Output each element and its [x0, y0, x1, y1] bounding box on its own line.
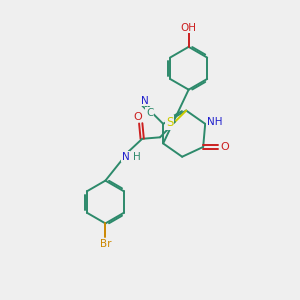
- Text: NH: NH: [207, 117, 223, 128]
- Text: C: C: [146, 108, 154, 118]
- Text: O: O: [220, 142, 229, 152]
- Text: N: N: [141, 96, 149, 106]
- Text: Br: Br: [100, 238, 111, 249]
- Text: H: H: [133, 152, 141, 162]
- Text: S: S: [166, 116, 173, 129]
- Text: O: O: [134, 112, 142, 122]
- Text: OH: OH: [181, 22, 196, 32]
- Text: N: N: [122, 152, 130, 162]
